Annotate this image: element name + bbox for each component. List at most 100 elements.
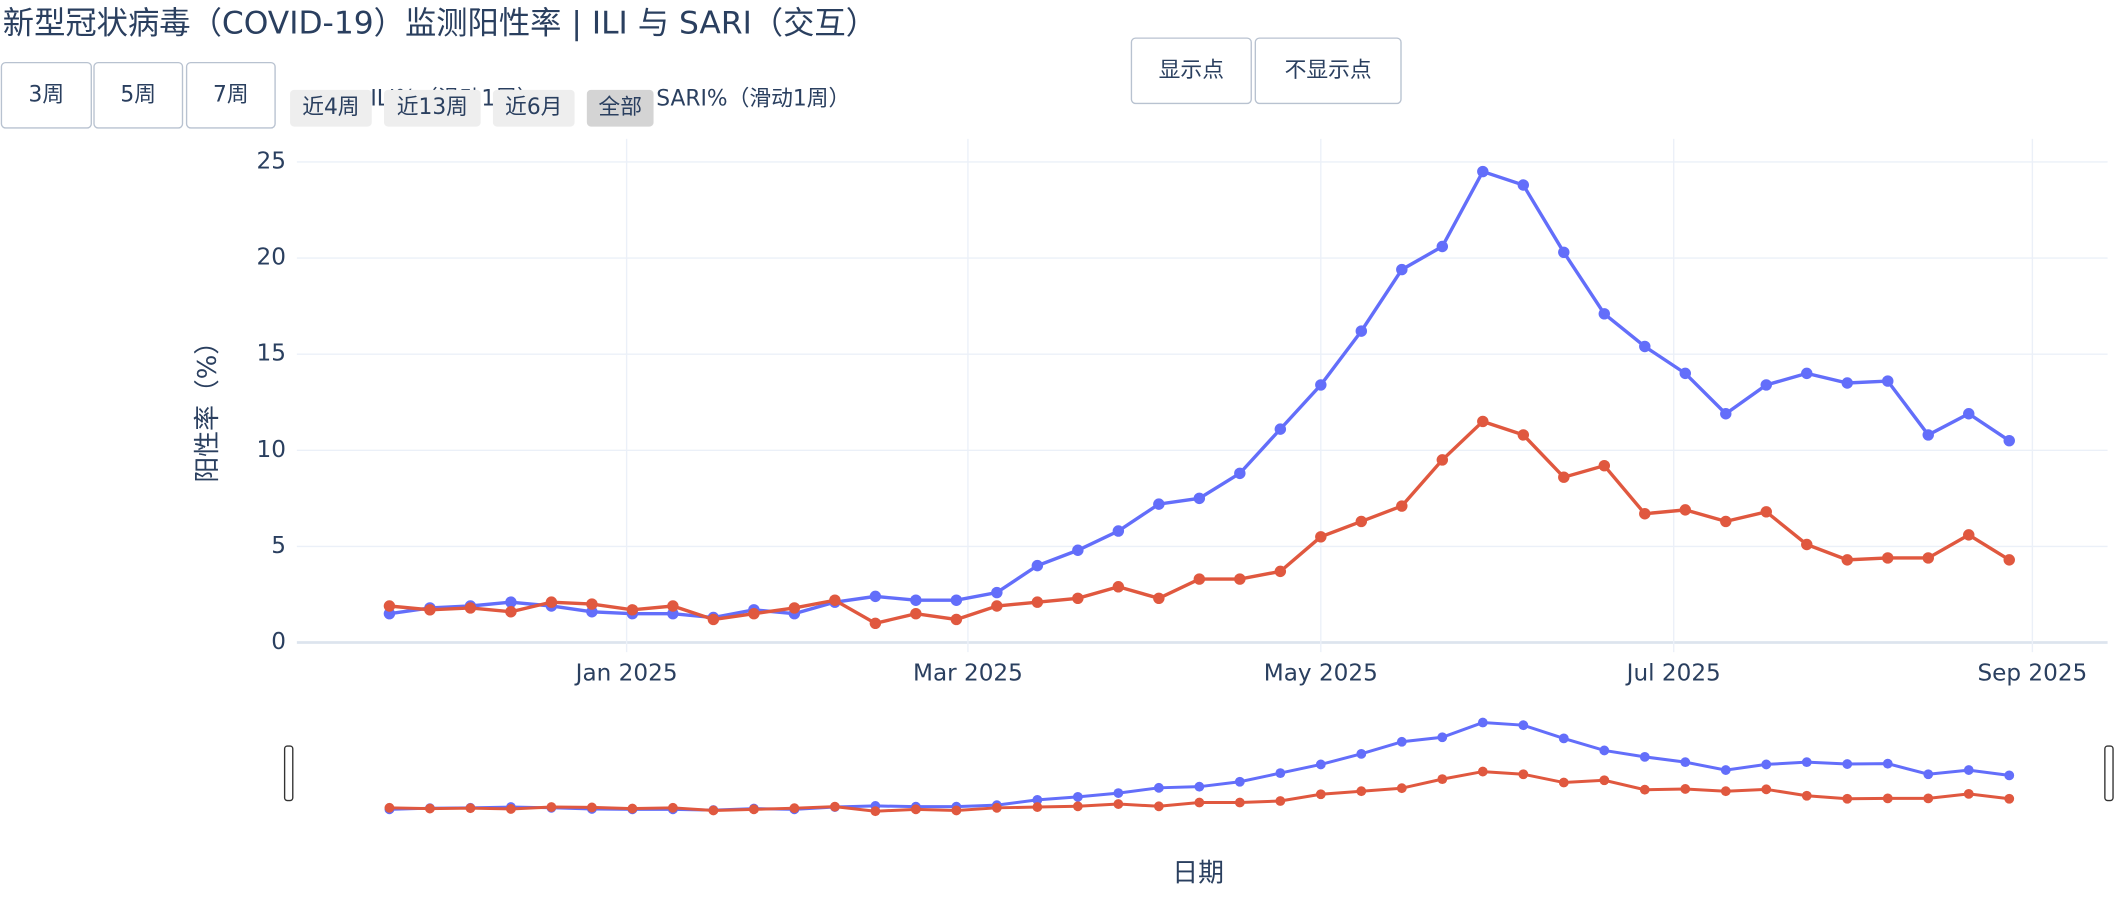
series-marker — [464, 602, 477, 614]
y-axis-title: 阳性率（%） — [193, 329, 223, 483]
series-line — [389, 169, 2011, 620]
slider-marker — [1639, 784, 1650, 795]
series-marker — [1841, 554, 1853, 566]
window-button-bg[interactable] — [0, 61, 92, 129]
marker-button[interactable]: 显示点 — [1130, 37, 1252, 105]
range-button-label[interactable]: 全部 — [598, 95, 642, 120]
series-marker — [1801, 367, 1813, 380]
series-marker — [1031, 559, 1044, 572]
window-button-bg[interactable] — [93, 61, 184, 129]
slider-marker — [1194, 781, 1205, 792]
slider-marker — [1518, 769, 1529, 780]
range-button-label[interactable]: 近6月 — [505, 95, 562, 120]
series-marker — [1882, 552, 1894, 564]
y-tick-label: 20 — [257, 245, 286, 271]
slider-marker — [1639, 751, 1650, 762]
series-marker — [1558, 471, 1570, 483]
series-marker — [950, 594, 963, 606]
slider-marker — [1720, 786, 1731, 797]
series-marker — [1922, 552, 1934, 564]
range-button-bg[interactable] — [384, 89, 481, 127]
series-marker — [1801, 538, 1813, 551]
window-button[interactable]: 7周 — [185, 61, 276, 129]
range-button[interactable]: 全部 — [586, 89, 654, 127]
series-marker — [1760, 379, 1772, 391]
series-marker — [991, 586, 1003, 599]
slider-marker — [1680, 784, 1691, 794]
series-marker — [1234, 467, 1246, 480]
series-marker — [1193, 573, 1206, 585]
window-button[interactable]: 5周 — [93, 61, 184, 129]
window-button-label[interactable]: 7周 — [213, 82, 249, 107]
slider-marker — [1801, 790, 1812, 801]
series-marker — [2003, 434, 2015, 447]
range-button[interactable]: 近6月 — [492, 89, 575, 127]
series-marker — [1882, 375, 1894, 387]
slider-marker — [1032, 794, 1043, 805]
slider-marker — [1477, 717, 1488, 728]
slider-marker — [1356, 786, 1367, 797]
slider-marker — [951, 805, 962, 816]
series-marker — [424, 604, 436, 616]
x-tick-label: Jan 2025 — [574, 660, 678, 686]
slider-marker — [1518, 720, 1529, 731]
series-marker — [586, 598, 598, 610]
series-marker — [1639, 508, 1651, 520]
slider-marker — [910, 804, 921, 815]
slider-marker — [384, 802, 395, 813]
slider-marker — [1234, 797, 1245, 808]
slider-marker — [1153, 801, 1164, 812]
slider-marker — [2004, 793, 2015, 804]
series-marker — [1477, 165, 1489, 178]
range-button[interactable]: 近13周 — [384, 89, 481, 127]
series-marker — [707, 613, 720, 626]
slider-handle[interactable] — [2104, 745, 2114, 802]
slider-marker — [789, 803, 800, 814]
slider-marker — [1356, 748, 1367, 759]
series-marker — [1355, 325, 1368, 337]
window-button[interactable]: 3周 — [0, 61, 92, 129]
legend-label: SARI%（滑动1周） — [656, 86, 850, 111]
series-marker — [1396, 263, 1408, 276]
window-button-label[interactable]: 3周 — [29, 82, 65, 107]
series-marker — [748, 607, 760, 620]
window-button-label[interactable]: 5周 — [120, 82, 156, 107]
series-marker — [991, 600, 1003, 612]
y-tick-label: 15 — [257, 341, 286, 367]
series-marker — [1153, 498, 1165, 510]
marker-button-label[interactable]: 不显示点 — [1285, 58, 1372, 83]
slider-marker — [1882, 758, 1893, 769]
range-button-bg[interactable] — [492, 89, 575, 127]
series-marker — [1558, 246, 1570, 259]
range-button-label[interactable]: 近4周 — [302, 95, 359, 120]
series-marker — [1153, 592, 1165, 605]
series-marker — [1193, 492, 1206, 505]
slider-marker — [546, 802, 557, 812]
window-button-bg[interactable] — [185, 61, 276, 129]
slider-marker — [1396, 736, 1407, 747]
slider-marker — [1234, 776, 1245, 787]
series-marker — [1963, 408, 1975, 420]
slider-marker — [1113, 799, 1124, 809]
x-tick-label: Sep 2025 — [1977, 660, 2087, 686]
x-tick-label: May 2025 — [1264, 660, 1378, 686]
range-button-bg[interactable] — [586, 89, 654, 127]
y-tick-label: 0 — [271, 629, 286, 655]
marker-button[interactable]: 不显示点 — [1254, 37, 1402, 105]
series-marker — [1922, 429, 1934, 441]
marker-button-bg[interactable] — [1254, 37, 1402, 105]
range-button[interactable]: 近4周 — [290, 89, 372, 127]
slider-marker — [2004, 770, 2015, 781]
series-marker — [1598, 459, 1611, 472]
y-tick-label: 5 — [271, 533, 286, 559]
slider-handle[interactable] — [283, 745, 294, 802]
range-button-label[interactable]: 近13周 — [397, 95, 468, 120]
marker-button-bg[interactable] — [1130, 37, 1252, 105]
chart-title: 新型冠状病毒（COVID-19）监测阳性率 | ILI 与 SARI（交互） — [3, 6, 877, 42]
series-marker — [1315, 379, 1327, 391]
slider-marker — [1396, 783, 1407, 794]
range-button-bg[interactable] — [290, 89, 372, 127]
marker-button-label[interactable]: 显示点 — [1159, 58, 1224, 83]
series-marker — [869, 590, 882, 603]
